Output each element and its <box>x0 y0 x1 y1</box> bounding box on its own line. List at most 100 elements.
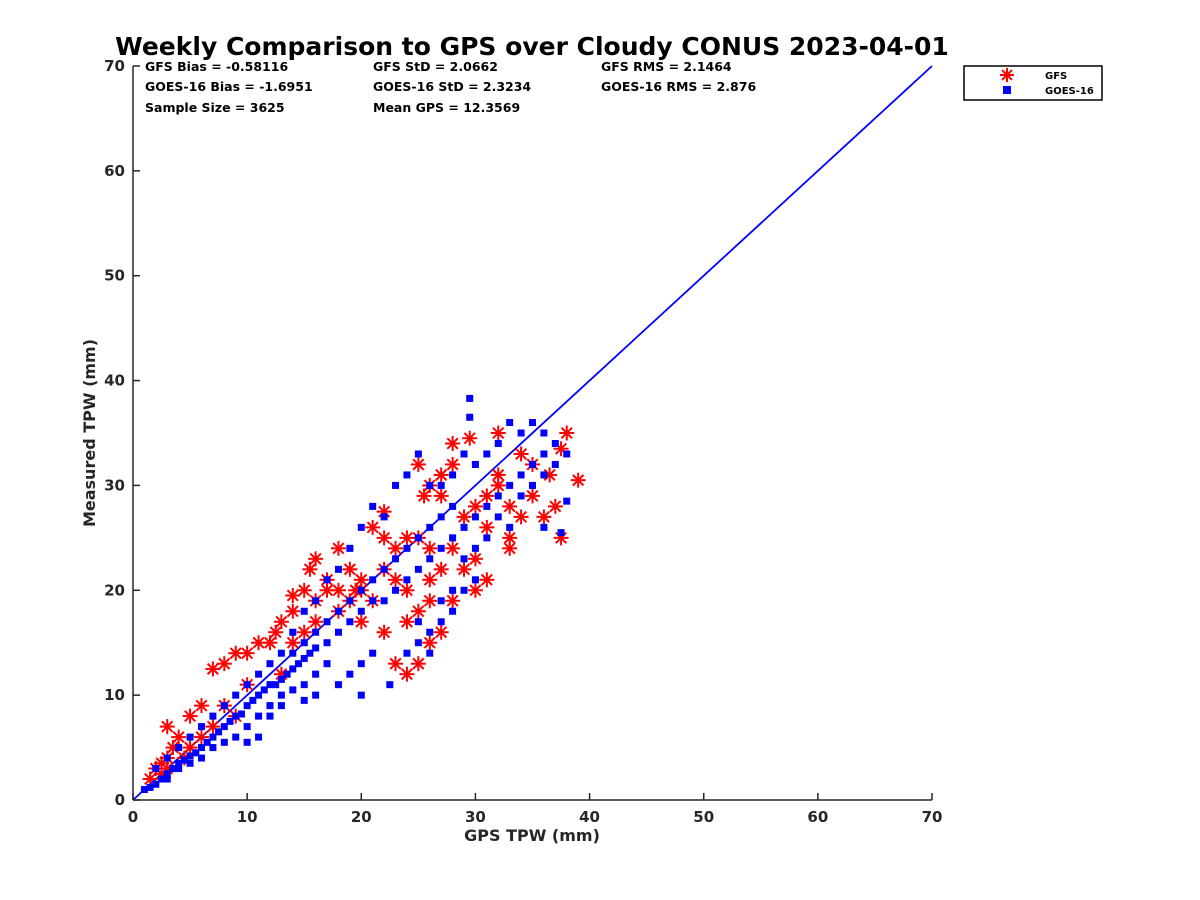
gfs-point <box>445 540 461 556</box>
goes16-point <box>169 765 177 773</box>
goes16-point <box>494 439 502 447</box>
goes16-point <box>540 429 548 437</box>
gfs-point <box>342 561 358 577</box>
gfs-point <box>365 519 381 535</box>
gfs-point <box>399 666 415 682</box>
goes16-point <box>426 628 434 636</box>
gfs-point <box>547 498 563 514</box>
gfs-point <box>285 603 301 619</box>
goes16-point <box>392 481 400 489</box>
gfs-point <box>422 635 438 651</box>
goes16-point <box>506 523 514 531</box>
goes16-point <box>334 565 342 573</box>
x-tick-label: 0 <box>128 808 138 826</box>
goes16-point <box>146 783 154 791</box>
x-tick-label: 50 <box>693 808 714 826</box>
gfs-point <box>467 498 483 514</box>
gfs-point <box>456 509 472 525</box>
goes16-point <box>449 471 457 479</box>
goes16-point <box>437 544 445 552</box>
series-gfs <box>142 425 586 787</box>
goes16-point <box>506 419 514 427</box>
gfs-point <box>308 614 324 630</box>
goes16-point <box>158 775 166 783</box>
chart-title: Weekly Comparison to GPS over Cloudy CON… <box>115 32 949 61</box>
goes16-point <box>215 728 223 736</box>
goes16-point <box>163 754 171 762</box>
gfs-point <box>422 593 438 609</box>
goes16-point <box>357 691 365 699</box>
y-tick-label: 20 <box>104 581 125 599</box>
goes16-point <box>266 681 274 689</box>
goes16-point <box>192 749 200 757</box>
axes: 0 10 20 30 40 50 60 70 0 10 20 30 40 50 60 70 <box>104 57 942 826</box>
goes16-point <box>312 644 320 652</box>
goes16-point <box>414 534 422 542</box>
gfs-point <box>422 572 438 588</box>
y-tick-label: 70 <box>104 57 125 75</box>
gfs-point <box>273 614 289 630</box>
x-ticks: 0 10 20 30 40 50 60 70 <box>128 793 942 826</box>
goes16-point <box>209 744 217 752</box>
goes16-point <box>506 481 514 489</box>
goes16-point <box>460 586 468 594</box>
goes16-point <box>277 675 285 683</box>
gfs-point <box>490 425 506 441</box>
gfs-point <box>388 540 404 556</box>
goes16-point <box>346 618 354 626</box>
goes16-point <box>289 628 297 636</box>
goes16-point <box>369 576 377 584</box>
goes16-point <box>220 738 228 746</box>
goes16-point <box>312 628 320 636</box>
x-tick-label: 60 <box>807 808 828 826</box>
goes16-point <box>483 534 491 542</box>
goes16-point <box>529 460 536 468</box>
stat-text: GFS StD = 2.0662 <box>373 59 498 74</box>
goes16-point <box>243 702 251 710</box>
stat-text: Mean GPS = 12.3569 <box>373 100 520 115</box>
gfs-point <box>376 530 392 546</box>
goes16-point <box>471 460 479 468</box>
goes16-point <box>300 696 308 704</box>
goes16-point <box>295 660 303 668</box>
stat-text: GFS RMS = 2.1464 <box>601 59 732 74</box>
gfs-point <box>182 708 198 724</box>
goes16-point <box>426 555 434 563</box>
y-ticks: 0 10 20 30 40 50 60 70 <box>104 57 140 809</box>
x-tick-label: 40 <box>579 808 600 826</box>
goes16-point <box>460 555 468 563</box>
reference-line-group <box>132 65 933 801</box>
gfs-point <box>239 645 255 661</box>
gfs-point <box>410 456 426 472</box>
stat-text: GOES-16 RMS = 2.876 <box>601 79 756 94</box>
goes16-point <box>517 471 525 479</box>
goes16-point <box>483 502 491 510</box>
goes16-point <box>175 759 183 767</box>
goes16-point <box>357 607 365 615</box>
goes16-point <box>494 492 502 500</box>
gfs-point <box>285 635 301 651</box>
goes16-point <box>186 759 194 767</box>
gfs-point <box>433 467 449 483</box>
goes16-point <box>517 429 525 437</box>
gfs-point <box>479 488 495 504</box>
goes16-point <box>243 681 251 689</box>
goes16-point <box>380 565 388 573</box>
gfs-point <box>479 519 495 535</box>
gfs-point <box>399 582 415 598</box>
legend: GFS GOES-16 <box>963 65 1103 101</box>
goes16-point <box>414 639 422 647</box>
goes16-point <box>471 576 479 584</box>
goes16-point <box>403 544 411 552</box>
goes16-point <box>414 618 422 626</box>
legend-box <box>963 65 1103 101</box>
goes16-point <box>312 670 320 678</box>
goes16-point <box>243 723 251 731</box>
gfs-point <box>205 719 221 735</box>
legend-gfs-marker <box>1000 68 1014 82</box>
goes16-point <box>563 497 571 505</box>
gfs-point <box>542 467 558 483</box>
gfs-point <box>296 582 312 598</box>
goes16-point <box>277 649 285 657</box>
gfs-point <box>410 656 426 672</box>
